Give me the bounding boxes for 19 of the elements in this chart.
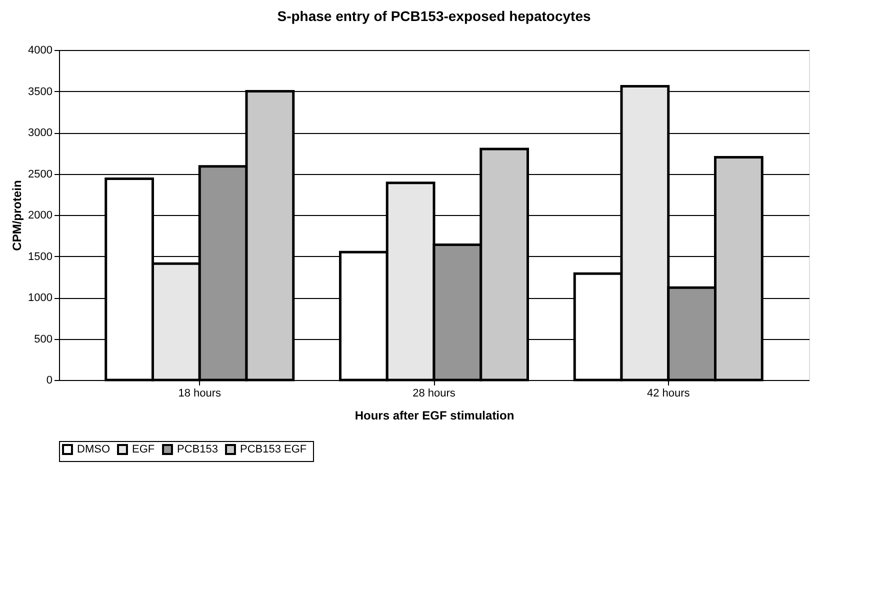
y-tick-label: 2500 xyxy=(28,168,52,180)
y-tick-label: 4000 xyxy=(28,44,52,56)
y-tick-label: 0 xyxy=(46,374,52,386)
y-tick-label: 2000 xyxy=(28,210,52,222)
legend-label: PCB153 EGF xyxy=(240,444,307,456)
chart-title: S-phase entry of PCB153-exposed hepatocytes xyxy=(277,8,591,24)
y-axis-title: CPM/protein xyxy=(10,180,24,251)
x-tick-label: 42 hours xyxy=(646,388,690,400)
y-tick-label: 3500 xyxy=(28,86,52,98)
legend-label: EGF xyxy=(132,444,155,456)
y-tick-label: 500 xyxy=(34,333,52,346)
y-tick-label: 1500 xyxy=(28,250,52,263)
legend-label: PCB153 xyxy=(177,444,218,456)
y-tick-label: 1000 xyxy=(28,292,52,304)
y-tick-label: 3000 xyxy=(28,127,52,139)
x-tick-label: 28 hours xyxy=(412,388,456,400)
legend-label: DMSO xyxy=(77,444,110,456)
x-axis-title: Hours after EGF stimulation xyxy=(354,408,514,422)
x-tick-label: 18 hours xyxy=(178,388,222,400)
